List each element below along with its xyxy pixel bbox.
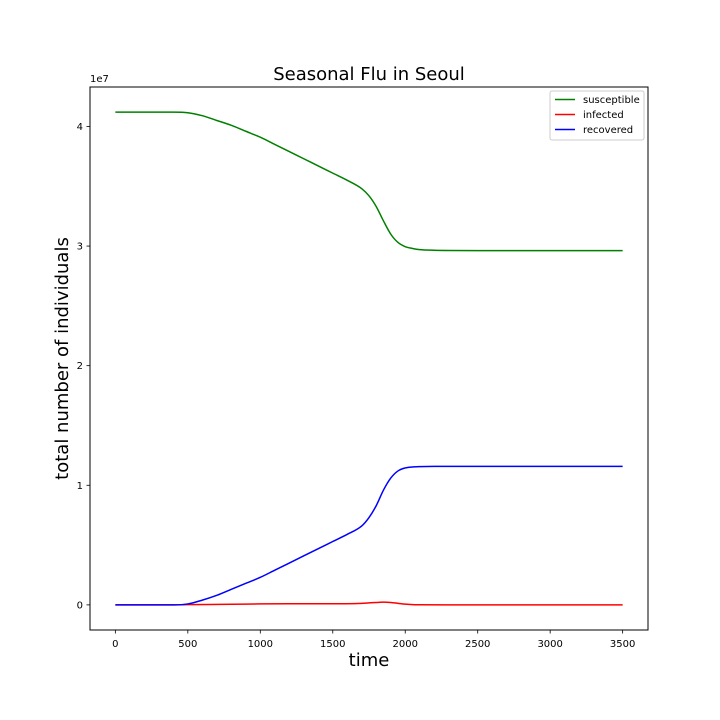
axes-frame bbox=[89, 86, 649, 631]
legend-label-infected: infected bbox=[583, 110, 624, 121]
series-line-recovered bbox=[115, 465, 623, 606]
x-tick-label: 2000 bbox=[393, 639, 418, 650]
y-tick-label: 1 bbox=[77, 481, 83, 492]
plot-area: 0 500 1000 1500 2000 2500 3000 3500 0 1 2 3 4 bbox=[77, 86, 649, 650]
x-tick-label: 1500 bbox=[320, 639, 345, 650]
y-axis: 0 1 2 3 4 bbox=[77, 122, 90, 611]
x-tick-label: 500 bbox=[178, 639, 197, 650]
x-tick-label: 1000 bbox=[248, 639, 273, 650]
x-tick-label: 2500 bbox=[465, 639, 490, 650]
y-tick-label: 4 bbox=[77, 122, 83, 133]
x-tick-label: 3000 bbox=[537, 639, 562, 650]
legend-label-recovered: recovered bbox=[583, 125, 633, 136]
series-line-infected bbox=[115, 601, 623, 606]
legend-label-susceptible: susceptible bbox=[583, 95, 640, 106]
legend-box bbox=[549, 90, 645, 141]
x-axis: 0 500 1000 1500 2000 2500 3000 3500 bbox=[112, 630, 635, 650]
y-tick-label: 3 bbox=[77, 242, 83, 253]
legend: susceptible infected recovered bbox=[549, 90, 645, 141]
y-axis-title: total number of individuals bbox=[52, 237, 73, 480]
y-tick-label: 0 bbox=[77, 600, 83, 611]
chart-title: Seasonal Flu in Seoul bbox=[273, 64, 465, 85]
x-tick-label: 0 bbox=[112, 639, 118, 650]
series-layer bbox=[115, 111, 623, 606]
y-offset-label: 1e7 bbox=[90, 74, 109, 85]
x-axis-title: time bbox=[349, 650, 390, 671]
series-line-susceptible bbox=[115, 111, 623, 252]
y-tick-label: 2 bbox=[77, 361, 83, 372]
x-tick-label: 3500 bbox=[610, 639, 635, 650]
